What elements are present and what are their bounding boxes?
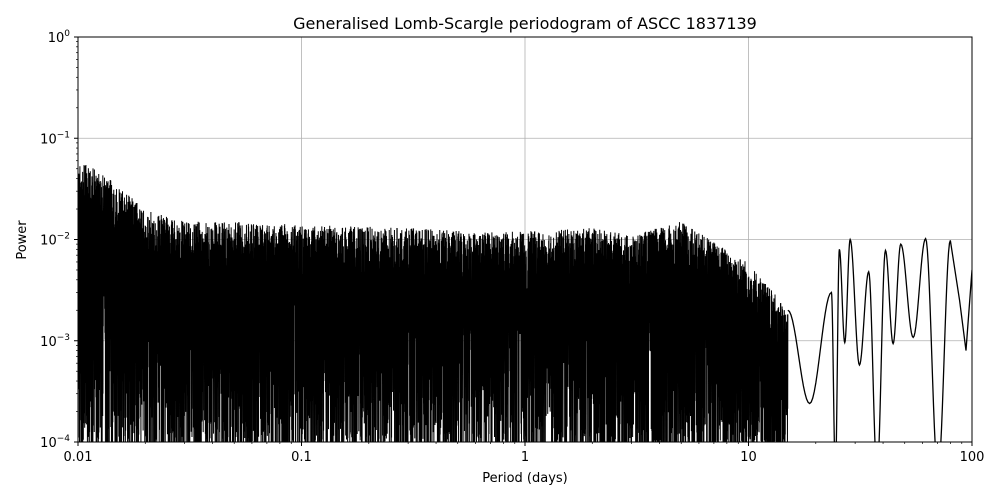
x-axis-label: Period (days)	[482, 471, 568, 486]
y-tick-label: 100	[48, 29, 71, 46]
x-tick-label: 10	[740, 450, 757, 465]
y-tick-label: 10−1	[40, 130, 70, 147]
y-axis-ticks: 10−4 10−3 10−2 10−1 100	[40, 29, 78, 451]
y-tick-label: 10−4	[40, 434, 70, 451]
x-tick-label: 1	[521, 450, 529, 465]
y-axis-label: Power	[15, 220, 30, 260]
x-tick-label: 0.01	[64, 450, 93, 465]
y-tick-label: 10−2	[40, 232, 70, 249]
power-trace-dense	[78, 165, 789, 442]
chart-title: Generalised Lomb-Scargle periodogram of …	[293, 14, 757, 33]
x-axis-ticks: 0.01 0.1 1 10 100	[64, 442, 985, 465]
x-tick-label: 0.1	[291, 450, 312, 465]
y-tick-label: 10−3	[40, 333, 70, 350]
x-tick-label: 100	[960, 450, 985, 465]
power-trace-sparse	[787, 237, 972, 442]
